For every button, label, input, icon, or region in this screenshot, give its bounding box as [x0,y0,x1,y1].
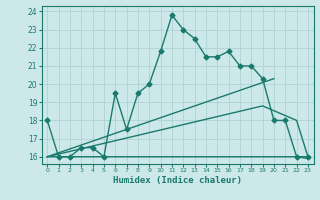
X-axis label: Humidex (Indice chaleur): Humidex (Indice chaleur) [113,176,242,185]
